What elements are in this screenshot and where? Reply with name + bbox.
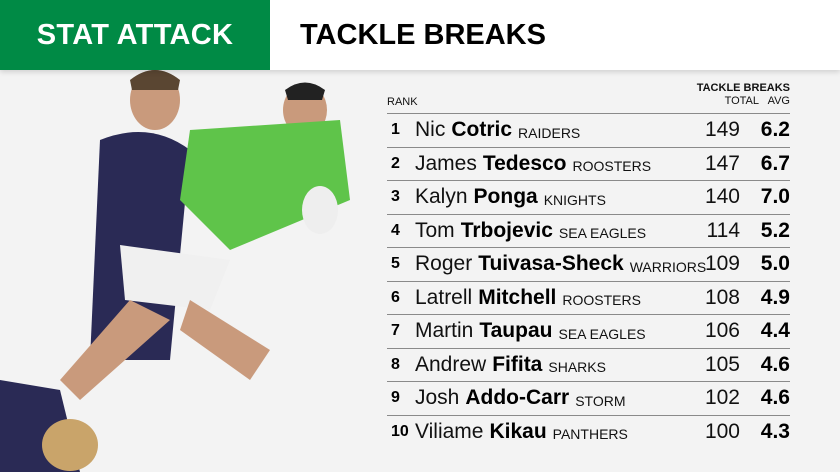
header: STAT ATTACK TACKLE BREAKS (0, 0, 840, 70)
table-row: 4 Tom Trbojevic SEA EAGLES 114 5.2 (387, 213, 790, 248)
player-first: Andrew (415, 352, 487, 376)
player-total: 109 (704, 252, 740, 276)
table-row: 9 Josh Addo-Carr STORM 102 4.6 (387, 381, 790, 415)
player-last: Addo-Carr (465, 386, 570, 410)
player-first: James (415, 151, 477, 175)
table-row: 3 Kalyn Ponga KNIGHTS 140 7.0 (387, 180, 790, 214)
player-first: Josh (415, 386, 460, 410)
player-club: KNIGHTS (543, 191, 606, 208)
player-avg: 6.7 (760, 151, 790, 175)
player-first: Latrell (415, 285, 473, 309)
player-last: Tedesco (482, 151, 567, 175)
player-last: Tuivasa-Sheck (478, 252, 624, 276)
rank-header: RANK (387, 96, 418, 108)
player-avg: 5.2 (760, 218, 790, 242)
player-club: SEA EAGLES (558, 325, 646, 342)
player-first: Tom (415, 218, 455, 242)
player-rank: 7 (391, 322, 400, 340)
brand-label: STAT ATTACK (0, 0, 270, 70)
player-rank: 5 (391, 255, 400, 273)
player-last: Taupau (479, 319, 553, 343)
table-row: 1 Nic Cotric RAIDERS 149 6.2 (387, 113, 790, 147)
table-row: 10 Viliame Kikau PANTHERS 100 4.3 (387, 414, 790, 449)
player-avg: 4.6 (760, 386, 790, 410)
player-rank: 2 (391, 154, 400, 172)
table-header: RANK TACKLE BREAKS TOTAL AVG (387, 80, 790, 113)
player-club: WARRIORS (629, 258, 707, 275)
player-rank: 9 (391, 389, 400, 407)
player-total: 108 (704, 285, 740, 309)
player-total: 147 (704, 151, 740, 175)
player-rank: 3 (391, 188, 400, 206)
tackle-breaks-table: RANK TACKLE BREAKS TOTAL AVG 1 Nic Cotric R… (387, 80, 790, 448)
table-row: 5 Roger Tuivasa-Sheck WARRIORS 109 5.0 (387, 247, 790, 281)
player-total: 140 (704, 185, 740, 209)
player-club: RAIDERS (518, 124, 581, 141)
player-first: Viliame (415, 419, 484, 443)
table-row: 7 Martin Taupau SEA EAGLES 106 4.4 (387, 314, 790, 348)
player-total: 100 (704, 419, 740, 443)
player-last: Ponga (473, 185, 538, 209)
player-avg: 4.4 (760, 319, 790, 343)
player-club: STORM (575, 392, 626, 409)
player-rank: 10 (391, 422, 409, 440)
player-first: Kalyn (415, 185, 468, 209)
player-avg: 6.2 (760, 118, 790, 142)
stat-header-label: TACKLE BREAKS (696, 82, 790, 94)
player-avg: 7.0 (760, 185, 790, 209)
player-first: Roger (415, 252, 473, 276)
table-row: 6 Latrell Mitchell ROOSTERS 108 4.9 (387, 280, 790, 315)
player-last: Kikau (489, 419, 547, 443)
player-avg: 4.3 (760, 419, 790, 443)
player-rank: 4 (391, 221, 400, 239)
player-club: SHARKS (548, 359, 606, 376)
player-first: Martin (415, 319, 474, 343)
player-rank: 6 (391, 288, 400, 306)
player-rank: 1 (391, 121, 400, 139)
player-last: Cotric (451, 118, 513, 142)
table-row: 2 James Tedesco ROOSTERS 147 6.7 (387, 146, 790, 181)
player-last: Fifita (492, 352, 543, 376)
player-club: ROOSTERS (572, 158, 652, 175)
player-total: 149 (704, 118, 740, 142)
player-last: Trbojevic (460, 218, 553, 242)
player-club: PANTHERS (552, 426, 628, 443)
player-club: ROOSTERS (562, 292, 641, 309)
player-total: 114 (706, 218, 740, 242)
player-photo (0, 70, 350, 472)
player-rank: 8 (391, 355, 400, 373)
player-club: SEA EAGLES (558, 225, 647, 242)
player-total: 105 (704, 352, 740, 376)
player-total: 106 (704, 319, 740, 343)
stat-header: TACKLE BREAKS TOTAL AVG (697, 82, 790, 108)
table-row: 8 Andrew Fifita SHARKS 105 4.6 (387, 347, 790, 382)
avg-header: AVG (767, 95, 790, 107)
player-first: Nic (415, 118, 446, 142)
player-avg: 5.0 (760, 252, 790, 276)
player-last: Mitchell (478, 285, 557, 309)
page-title: TACKLE BREAKS (300, 19, 546, 51)
player-total: 102 (704, 386, 740, 410)
total-header: TOTAL (724, 95, 760, 107)
player-avg: 4.9 (760, 285, 790, 309)
player-avg: 4.6 (760, 352, 790, 376)
